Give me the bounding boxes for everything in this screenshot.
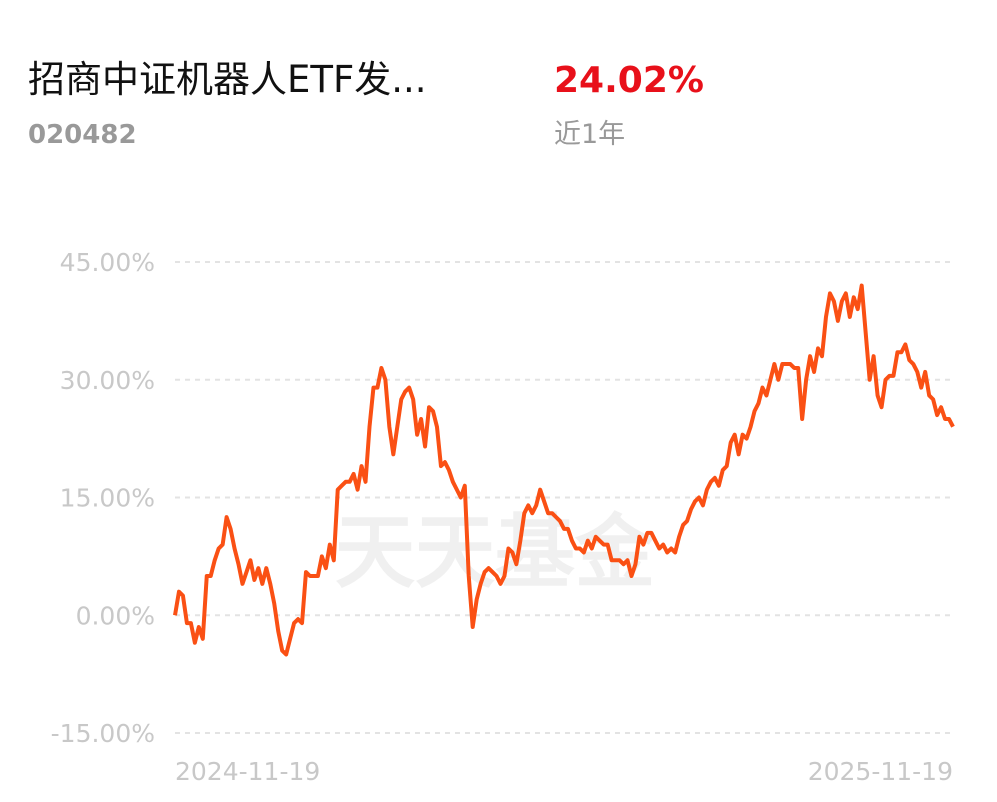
y-tick-label: 0.00% [76,601,155,630]
y-tick-label: 30.00% [60,366,155,395]
y-tick-label: 15.00% [60,484,155,513]
return-period: 近1年 [554,119,625,150]
line-series [173,283,955,657]
fund-code: 020482 [28,120,137,150]
x-tick-label: 2025-11-19 [808,757,953,786]
y-tick-label: -15.00% [51,719,155,748]
fund-return: 24.02% [554,60,704,101]
watermark: 天天基金 [335,506,656,599]
x-tick-label: 2024-11-19 [175,757,320,786]
y-tick-label: 45.00% [60,248,155,277]
fund-name: 招商中证机器人ETF发... [28,58,427,101]
